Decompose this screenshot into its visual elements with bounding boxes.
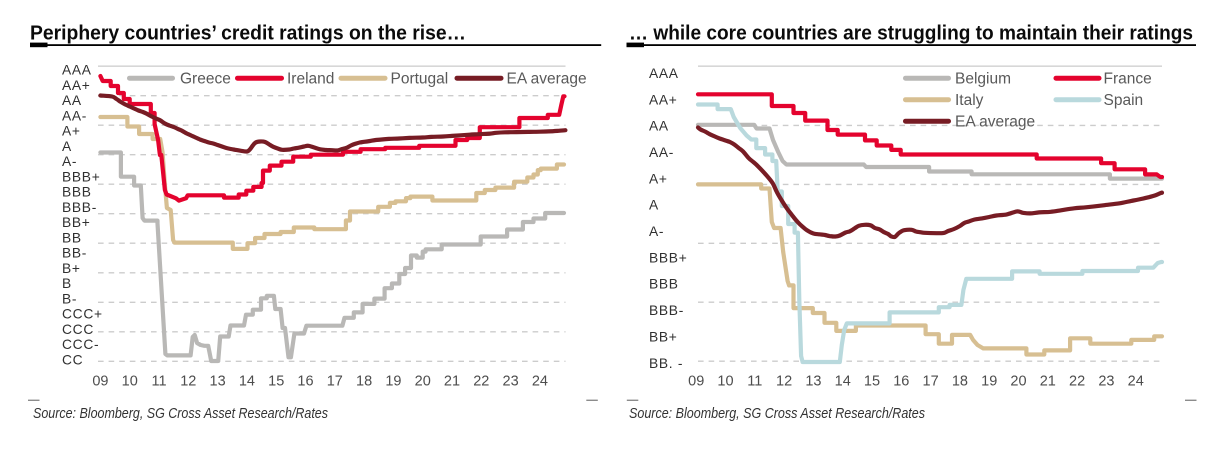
svg-text:AA: AA (62, 93, 82, 108)
svg-text:France: France (1104, 71, 1152, 88)
svg-text:BBB+: BBB+ (62, 169, 100, 184)
svg-text:24: 24 (532, 374, 548, 390)
svg-text:CCC+: CCC+ (62, 307, 103, 322)
svg-text:A-: A- (649, 224, 664, 239)
svg-text:BB+: BB+ (649, 329, 678, 344)
svg-text:12: 12 (776, 374, 792, 390)
svg-text:BBB-: BBB- (62, 200, 97, 215)
svg-text:AA: AA (649, 119, 669, 134)
svg-text:09: 09 (92, 374, 108, 390)
svg-text:BB-: BB- (62, 246, 87, 261)
svg-text:Italy: Italy (955, 92, 984, 109)
svg-text:A: A (649, 198, 659, 213)
svg-text:20: 20 (1010, 374, 1026, 390)
svg-text:18: 18 (952, 374, 968, 390)
svg-text:09: 09 (688, 374, 704, 390)
svg-text:Periphery countries’ credit ra: Periphery countries’ credit ratings on t… (30, 22, 466, 45)
svg-text:10: 10 (717, 374, 733, 390)
svg-text:Portugal: Portugal (391, 71, 449, 88)
svg-text:13: 13 (805, 374, 821, 390)
svg-text:AA-: AA- (62, 108, 87, 123)
svg-text:Ireland: Ireland (287, 71, 334, 88)
svg-text:A+: A+ (62, 124, 81, 139)
svg-text:14: 14 (239, 374, 255, 390)
svg-text:23: 23 (503, 374, 519, 390)
svg-text:19: 19 (385, 374, 401, 390)
svg-text:BBB: BBB (62, 185, 92, 200)
svg-text:AA-: AA- (649, 145, 674, 160)
svg-text:22: 22 (1069, 374, 1085, 390)
svg-text:AA+: AA+ (649, 92, 678, 107)
svg-text:CCC-: CCC- (62, 337, 99, 352)
svg-text:23: 23 (1098, 374, 1114, 390)
svg-text:13: 13 (210, 374, 226, 390)
svg-text:21: 21 (1040, 374, 1056, 390)
svg-text:… while core countries are str: … while core countries are struggling to… (629, 22, 1193, 45)
svg-text:AAA: AAA (649, 66, 679, 81)
svg-text:B+: B+ (62, 261, 81, 276)
svg-text:Belgium: Belgium (955, 71, 1011, 88)
svg-text:15: 15 (268, 374, 284, 390)
svg-text:CC: CC (62, 352, 83, 367)
svg-text:BB+: BB+ (62, 215, 91, 230)
svg-text:AAA: AAA (62, 63, 92, 78)
svg-text:11: 11 (151, 374, 166, 390)
svg-text:10: 10 (122, 374, 138, 390)
svg-text:B-: B- (62, 291, 77, 306)
svg-text:18: 18 (356, 374, 372, 390)
svg-text:11: 11 (747, 374, 762, 390)
svg-text:Source: Bloomberg, SG Cross As: Source: Bloomberg, SG Cross Asset Resear… (629, 405, 925, 422)
svg-text:Spain: Spain (1104, 92, 1144, 109)
svg-text:19: 19 (981, 374, 997, 390)
svg-text:BB. -: BB. - (649, 356, 683, 371)
svg-text:16: 16 (297, 374, 313, 390)
svg-text:A: A (62, 139, 72, 154)
svg-text:12: 12 (180, 374, 196, 390)
svg-text:B: B (62, 276, 72, 291)
svg-text:21: 21 (444, 374, 460, 390)
svg-text:BB: BB (62, 230, 82, 245)
svg-text:17: 17 (327, 374, 343, 390)
svg-text:BBB-: BBB- (649, 303, 684, 318)
svg-text:EA average: EA average (507, 71, 587, 88)
svg-text:A+: A+ (649, 171, 668, 186)
svg-text:CCC: CCC (62, 322, 94, 337)
svg-text:BBB: BBB (649, 277, 679, 292)
svg-text:22: 22 (473, 374, 489, 390)
svg-text:17: 17 (923, 374, 939, 390)
svg-text:14: 14 (835, 374, 851, 390)
svg-text:24: 24 (1128, 374, 1144, 390)
svg-text:Source: Bloomberg, SG Cross As: Source: Bloomberg, SG Cross Asset Resear… (33, 405, 328, 422)
svg-text:A-: A- (62, 154, 77, 169)
svg-text:BBB+: BBB+ (649, 250, 687, 265)
svg-text:AA+: AA+ (62, 78, 91, 93)
svg-text:16: 16 (893, 374, 909, 390)
svg-text:Greece: Greece (180, 71, 231, 88)
svg-text:15: 15 (864, 374, 880, 390)
svg-text:EA average: EA average (955, 114, 1035, 131)
svg-text:20: 20 (415, 374, 431, 390)
